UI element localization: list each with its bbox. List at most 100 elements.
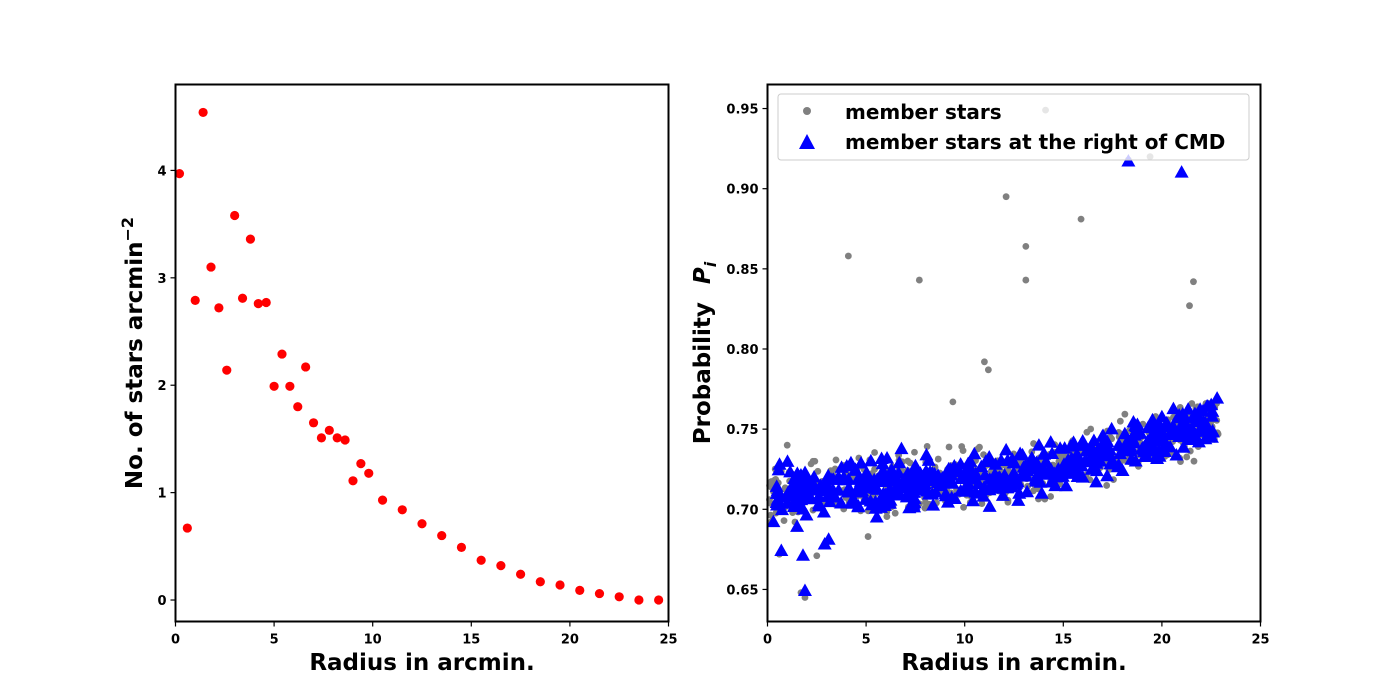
right-cmd-star-point [772, 486, 787, 500]
density-point [261, 297, 271, 308]
legend-box [777, 93, 1250, 161]
right-cmd-star-point [1036, 446, 1051, 459]
right-cmd-star-point [1204, 397, 1219, 411]
left-x-tick-label: 20 [561, 633, 579, 648]
right-cmd-star-point [1198, 431, 1213, 445]
right-cmd-star-point [1134, 442, 1149, 455]
right-cmd-star-point [1089, 474, 1104, 488]
density-point [535, 577, 545, 587]
right-y-tick-label: 0.90 [726, 183, 758, 198]
right-cmd-star-point [999, 442, 1014, 456]
right-y-tick-label: 0.75 [726, 423, 758, 438]
member-star-point [945, 443, 953, 451]
member-star-point [949, 398, 957, 406]
right-cmd-star-point [1094, 445, 1109, 458]
density-point [377, 495, 388, 505]
right-y-axis-label: ProbabilityPi [690, 261, 720, 444]
density-point [634, 595, 644, 605]
member-star-point [915, 276, 923, 284]
right-cmd-star-point [834, 495, 849, 509]
right-y-tick-label: 0.70 [726, 503, 758, 518]
right-cmd-star-point [1011, 493, 1026, 506]
right-cmd-star-point [944, 490, 959, 504]
right-cmd-star-point [960, 475, 975, 489]
right-cmd-star-point [796, 501, 811, 515]
member-star-point [814, 467, 822, 475]
legend-member-marker [803, 107, 811, 115]
legend-right-cmd-label: member stars at the right of CMD [845, 130, 1225, 154]
member-star-point [891, 509, 899, 517]
right-cmd-star-point [882, 482, 897, 495]
right-cmd-star-point [1074, 458, 1089, 472]
right-cmd-star-point [919, 447, 934, 461]
right-cmd-star-point [1143, 416, 1158, 429]
right-cmd-star-point [766, 514, 781, 528]
right-x-tick-label: 10 [956, 633, 974, 648]
member-star-point [1190, 278, 1197, 286]
right-y-axis-label-subscript: i [701, 261, 720, 267]
member-star-point [1103, 482, 1111, 489]
density-point [237, 293, 248, 303]
right-cmd-star-point [795, 490, 810, 504]
density-point [182, 523, 192, 533]
right-cmd-star-point [1096, 435, 1111, 449]
right-cmd-star-point [1163, 439, 1178, 453]
left-x-axis-label: Radius in arcmin. [309, 650, 534, 676]
right-x-tick-label: 5 [862, 633, 871, 648]
right-cmd-star-point [863, 493, 878, 507]
right-cmd-star-point [848, 462, 863, 475]
density-point [364, 468, 374, 478]
right-cmd-star-point [1166, 401, 1181, 415]
density-point [654, 595, 664, 605]
member-star-point [904, 457, 912, 465]
right-cmd-star-point [1152, 434, 1167, 447]
left-chart: 0 5 10 15 20 25 0 1 2 3 4 Radius in arcmin. No. o… [118, 83, 678, 676]
density-point [308, 418, 319, 428]
right-x-tick-label: 15 [1054, 633, 1072, 648]
member-star-point [1056, 452, 1064, 460]
density-point [348, 476, 358, 486]
right-cmd-star-point [1024, 450, 1039, 464]
density-point [496, 561, 506, 571]
right-cmd-star-point [1180, 427, 1195, 441]
right-cmd-star-point [1169, 447, 1184, 461]
right-cmd-star-point [991, 471, 1006, 484]
member-star-point [1022, 243, 1030, 250]
right-cmd-star-point [943, 462, 958, 475]
left-y-axis: 0 1 2 3 4 [157, 164, 176, 609]
right-cmd-star-point [971, 476, 986, 490]
right-cmd-star-point [1000, 480, 1015, 494]
member-star-point [1055, 457, 1063, 465]
right-cmd-star-point [982, 482, 997, 496]
density-point [614, 592, 624, 602]
density-point [476, 555, 486, 565]
right-x-axis-label: Radius in arcmin. [901, 650, 1126, 676]
right-cmd-star-point [1110, 459, 1125, 473]
right-cmd-star-point [859, 465, 874, 479]
right-cmd-star-point [770, 497, 785, 511]
left-x-tick-label: 25 [659, 633, 677, 648]
right-cmd-star-point [807, 469, 822, 483]
density-point [198, 107, 208, 118]
right-cmd-star-point [839, 458, 854, 472]
right-cmd-star-point [821, 532, 836, 545]
right-cmd-star-point [1010, 474, 1025, 488]
right-cmd-star-point [925, 487, 940, 500]
right-cmd-star-point [1104, 421, 1119, 435]
member-star-point [981, 358, 988, 366]
density-point [301, 362, 311, 372]
right-x-tick-label: 25 [1251, 633, 1269, 648]
right-cmd-star-point [1067, 455, 1082, 468]
right-cmd-star-point [965, 493, 980, 507]
right-chart: 0 5 10 15 20 25 0.650.700.750.800.850.900.95 … [690, 83, 1270, 676]
right-y-tick-label: 0.65 [726, 583, 758, 598]
left-chart-marks [174, 107, 664, 605]
left-y-tick-label: 2 [157, 379, 166, 394]
member-star-point [1047, 493, 1055, 500]
member-star-point [978, 500, 986, 507]
member-star-point [958, 443, 966, 450]
right-cmd-star-point [919, 464, 934, 477]
right-cmd-star-point [892, 455, 907, 469]
right-cmd-star-point [1100, 468, 1115, 482]
density-point [253, 298, 263, 309]
